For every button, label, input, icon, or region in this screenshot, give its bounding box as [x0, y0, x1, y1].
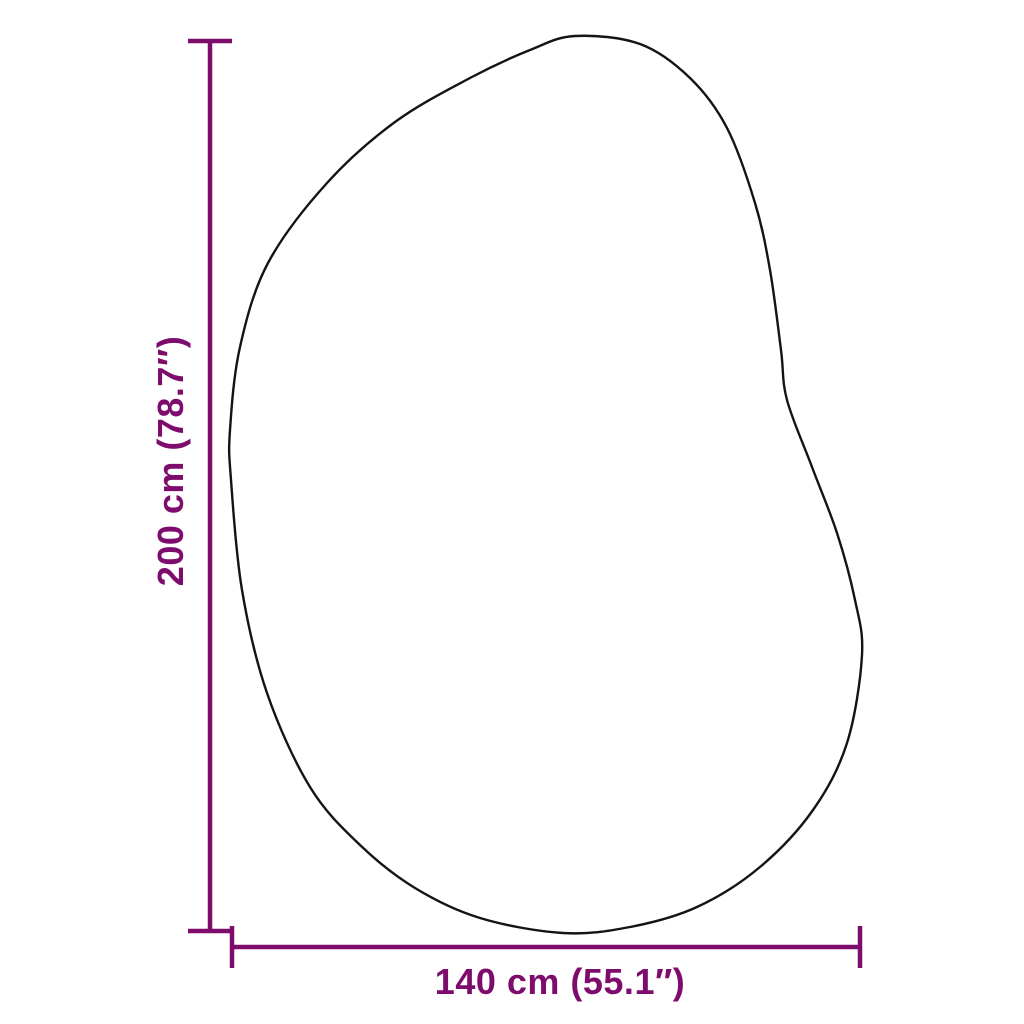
horizontal-dimension-line [229, 926, 863, 968]
vertical-dimension-line [188, 38, 232, 934]
horizontal-dimension-label: 140 cm (55.1″) [434, 961, 686, 1002]
vertical-dimension-label: 200 cm (78.7″) [150, 335, 191, 587]
product-outline-shape [227, 34, 864, 935]
